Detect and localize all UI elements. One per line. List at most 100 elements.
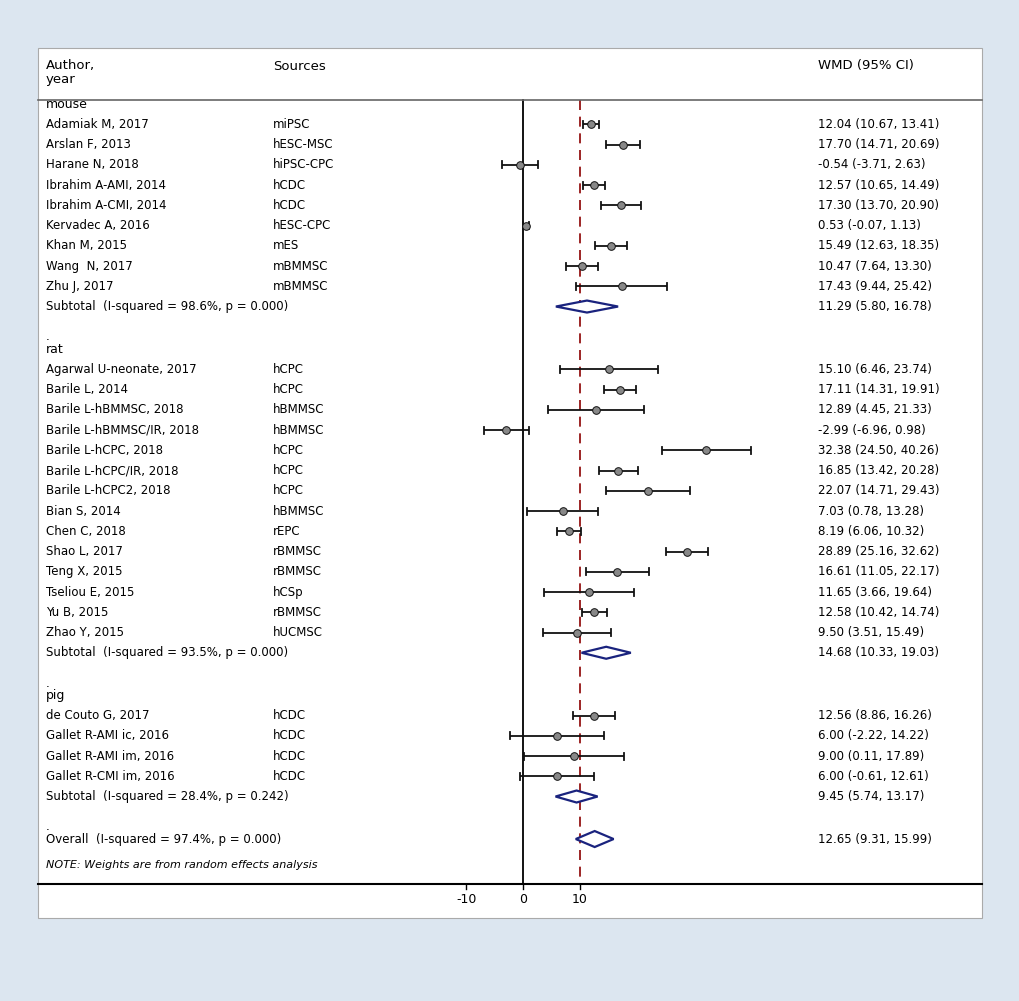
Text: Barile L, 2014: Barile L, 2014 <box>46 383 127 396</box>
Text: Arslan F, 2013: Arslan F, 2013 <box>46 138 130 151</box>
Text: Harane N, 2018: Harane N, 2018 <box>46 158 139 171</box>
Text: 9.50 (3.51, 15.49): 9.50 (3.51, 15.49) <box>817 626 923 639</box>
Text: hCPC: hCPC <box>273 484 304 497</box>
Text: Sources: Sources <box>273 59 325 72</box>
Text: hiPSC-CPC: hiPSC-CPC <box>273 158 334 171</box>
Text: -0.54 (-3.71, 2.63): -0.54 (-3.71, 2.63) <box>817 158 924 171</box>
Text: hESC-CPC: hESC-CPC <box>273 219 331 232</box>
Text: 10.47 (7.64, 13.30): 10.47 (7.64, 13.30) <box>817 259 930 272</box>
Text: 11.29 (5.80, 16.78): 11.29 (5.80, 16.78) <box>817 300 930 313</box>
Text: -10: -10 <box>455 893 476 906</box>
Text: 17.70 (14.71, 20.69): 17.70 (14.71, 20.69) <box>817 138 938 151</box>
Text: 28.89 (25.16, 32.62): 28.89 (25.16, 32.62) <box>817 545 938 558</box>
Text: hCPC: hCPC <box>273 362 304 375</box>
Text: 17.30 (13.70, 20.90): 17.30 (13.70, 20.90) <box>817 199 938 212</box>
Text: hCDC: hCDC <box>273 199 306 212</box>
Text: Gallet R-CMI im, 2016: Gallet R-CMI im, 2016 <box>46 770 174 783</box>
Text: Zhao Y, 2015: Zhao Y, 2015 <box>46 626 124 639</box>
Text: 0.53 (-0.07, 1.13): 0.53 (-0.07, 1.13) <box>817 219 920 232</box>
Polygon shape <box>575 831 613 847</box>
Text: Zhu J, 2017: Zhu J, 2017 <box>46 280 113 292</box>
Text: 17.43 (9.44, 25.42): 17.43 (9.44, 25.42) <box>817 280 931 292</box>
Text: Barile L-hCPC2, 2018: Barile L-hCPC2, 2018 <box>46 484 170 497</box>
Text: 16.61 (11.05, 22.17): 16.61 (11.05, 22.17) <box>817 566 938 579</box>
Text: Author,: Author, <box>46 59 95 72</box>
Text: Ibrahim A-CMI, 2014: Ibrahim A-CMI, 2014 <box>46 199 166 212</box>
Text: Agarwal U-neonate, 2017: Agarwal U-neonate, 2017 <box>46 362 197 375</box>
Text: Khan M, 2015: Khan M, 2015 <box>46 239 127 252</box>
Text: Adamiak M, 2017: Adamiak M, 2017 <box>46 118 149 131</box>
Text: 9.00 (0.11, 17.89): 9.00 (0.11, 17.89) <box>817 750 923 763</box>
Text: 10: 10 <box>572 893 587 906</box>
Text: hBMMSC: hBMMSC <box>273 505 324 518</box>
Text: 6.00 (-2.22, 14.22): 6.00 (-2.22, 14.22) <box>817 730 928 743</box>
Text: Ibrahim A-AMI, 2014: Ibrahim A-AMI, 2014 <box>46 178 166 191</box>
Text: Subtotal  (I-squared = 93.5%, p = 0.000): Subtotal (I-squared = 93.5%, p = 0.000) <box>46 647 287 660</box>
Text: 9.45 (5.74, 13.17): 9.45 (5.74, 13.17) <box>817 790 923 803</box>
Text: rEPC: rEPC <box>273 525 301 538</box>
Text: 32.38 (24.50, 40.26): 32.38 (24.50, 40.26) <box>817 443 938 456</box>
Text: hCDC: hCDC <box>273 178 306 191</box>
Text: 15.49 (12.63, 18.35): 15.49 (12.63, 18.35) <box>817 239 938 252</box>
Text: hESC-MSC: hESC-MSC <box>273 138 333 151</box>
Text: hCDC: hCDC <box>273 770 306 783</box>
Text: Kervadec A, 2016: Kervadec A, 2016 <box>46 219 150 232</box>
Text: 12.04 (10.67, 13.41): 12.04 (10.67, 13.41) <box>817 118 938 131</box>
Text: 12.89 (4.45, 21.33): 12.89 (4.45, 21.33) <box>817 403 930 416</box>
Text: NOTE: Weights are from random effects analysis: NOTE: Weights are from random effects an… <box>46 860 317 870</box>
Text: 7.03 (0.78, 13.28): 7.03 (0.78, 13.28) <box>817 505 923 518</box>
Polygon shape <box>555 791 597 803</box>
Text: rBMMSC: rBMMSC <box>273 606 322 619</box>
Text: hCDC: hCDC <box>273 730 306 743</box>
Text: Shao L, 2017: Shao L, 2017 <box>46 545 122 558</box>
Text: 15.10 (6.46, 23.74): 15.10 (6.46, 23.74) <box>817 362 931 375</box>
Text: hBMMSC: hBMMSC <box>273 423 324 436</box>
Text: 8.19 (6.06, 10.32): 8.19 (6.06, 10.32) <box>817 525 923 538</box>
Text: 12.65 (9.31, 15.99): 12.65 (9.31, 15.99) <box>817 833 931 846</box>
Text: 12.57 (10.65, 14.49): 12.57 (10.65, 14.49) <box>817 178 938 191</box>
Text: .: . <box>46 821 50 834</box>
Text: Wang  N, 2017: Wang N, 2017 <box>46 259 132 272</box>
Text: hCSp: hCSp <box>273 586 304 599</box>
Text: year: year <box>46 73 75 86</box>
Text: 11.65 (3.66, 19.64): 11.65 (3.66, 19.64) <box>817 586 931 599</box>
Text: mBMMSC: mBMMSC <box>273 259 328 272</box>
Text: WMD (95% CI): WMD (95% CI) <box>817 59 913 72</box>
Text: Barile L-hCPC/IR, 2018: Barile L-hCPC/IR, 2018 <box>46 464 178 477</box>
Text: Bian S, 2014: Bian S, 2014 <box>46 505 120 518</box>
Text: Subtotal  (I-squared = 28.4%, p = 0.242): Subtotal (I-squared = 28.4%, p = 0.242) <box>46 790 288 803</box>
Text: rat: rat <box>46 342 63 355</box>
Text: miPSC: miPSC <box>273 118 310 131</box>
Text: Tseliou E, 2015: Tseliou E, 2015 <box>46 586 135 599</box>
FancyBboxPatch shape <box>38 48 981 918</box>
Text: mES: mES <box>273 239 299 252</box>
Text: 12.58 (10.42, 14.74): 12.58 (10.42, 14.74) <box>817 606 938 619</box>
Text: 12.56 (8.86, 16.26): 12.56 (8.86, 16.26) <box>817 709 931 722</box>
Text: de Couto G, 2017: de Couto G, 2017 <box>46 709 150 722</box>
Text: hCPC: hCPC <box>273 383 304 396</box>
Text: 6.00 (-0.61, 12.61): 6.00 (-0.61, 12.61) <box>817 770 928 783</box>
Text: Barile L-hBMMSC, 2018: Barile L-hBMMSC, 2018 <box>46 403 183 416</box>
Text: Barile L-hBMMSC/IR, 2018: Barile L-hBMMSC/IR, 2018 <box>46 423 199 436</box>
Text: Yu B, 2015: Yu B, 2015 <box>46 606 108 619</box>
Text: 17.11 (14.31, 19.91): 17.11 (14.31, 19.91) <box>817 383 938 396</box>
Polygon shape <box>555 300 618 312</box>
Text: 22.07 (14.71, 29.43): 22.07 (14.71, 29.43) <box>817 484 938 497</box>
Text: hCDC: hCDC <box>273 709 306 722</box>
Polygon shape <box>581 647 630 659</box>
Text: 0: 0 <box>519 893 527 906</box>
Text: rBMMSC: rBMMSC <box>273 566 322 579</box>
Text: Teng X, 2015: Teng X, 2015 <box>46 566 122 579</box>
Text: hCDC: hCDC <box>273 750 306 763</box>
Text: 14.68 (10.33, 19.03): 14.68 (10.33, 19.03) <box>817 647 938 660</box>
Text: mouse: mouse <box>46 97 88 110</box>
Text: hBMMSC: hBMMSC <box>273 403 324 416</box>
Text: Gallet R-AMI im, 2016: Gallet R-AMI im, 2016 <box>46 750 174 763</box>
Text: rBMMSC: rBMMSC <box>273 545 322 558</box>
Text: Subtotal  (I-squared = 98.6%, p = 0.000): Subtotal (I-squared = 98.6%, p = 0.000) <box>46 300 288 313</box>
Text: 16.85 (13.42, 20.28): 16.85 (13.42, 20.28) <box>817 464 938 477</box>
Text: Barile L-hCPC, 2018: Barile L-hCPC, 2018 <box>46 443 163 456</box>
Text: hCPC: hCPC <box>273 464 304 477</box>
Text: -2.99 (-6.96, 0.98): -2.99 (-6.96, 0.98) <box>817 423 925 436</box>
Text: Gallet R-AMI ic, 2016: Gallet R-AMI ic, 2016 <box>46 730 169 743</box>
